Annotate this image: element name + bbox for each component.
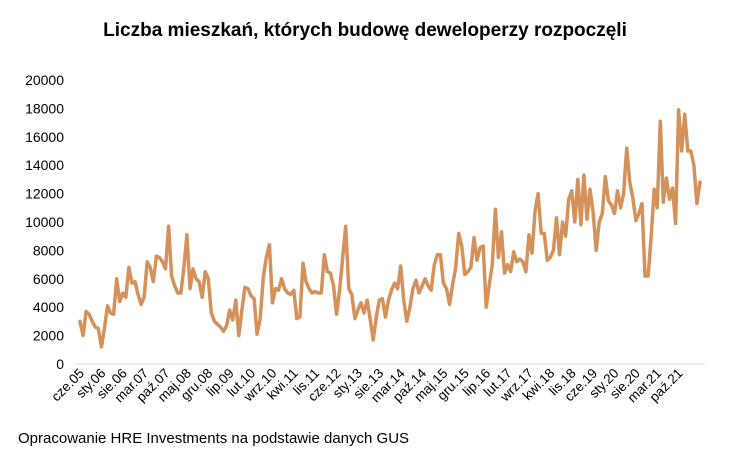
y-tick-label: 14000 <box>25 157 64 173</box>
series-line <box>78 108 702 349</box>
y-tick-label: 10000 <box>25 214 64 230</box>
y-tick-label: 20000 <box>25 72 64 88</box>
x-axis: cze.05sty.06sie.06mar.07paź.07maj.08gru.… <box>48 363 705 405</box>
series-layer <box>78 108 702 349</box>
y-tick-label: 0 <box>56 356 64 372</box>
y-tick-label: 8000 <box>33 242 64 258</box>
y-tick-label: 18000 <box>25 100 64 116</box>
y-tick-label: 4000 <box>33 299 64 315</box>
y-tick-label: 12000 <box>25 186 64 202</box>
chart-title: Liczba mieszkań, których budowę dewelope… <box>103 20 627 41</box>
y-axis: 0 2000 4000 6000 8000 10000 12000 14000 16000 180… <box>25 72 64 372</box>
y-tick-label: 2000 <box>33 328 64 344</box>
y-tick-label: 6000 <box>33 271 64 287</box>
y-tick-label: 16000 <box>25 129 64 145</box>
source-note: Opracowanie HRE Investments na podstawie… <box>18 430 410 447</box>
